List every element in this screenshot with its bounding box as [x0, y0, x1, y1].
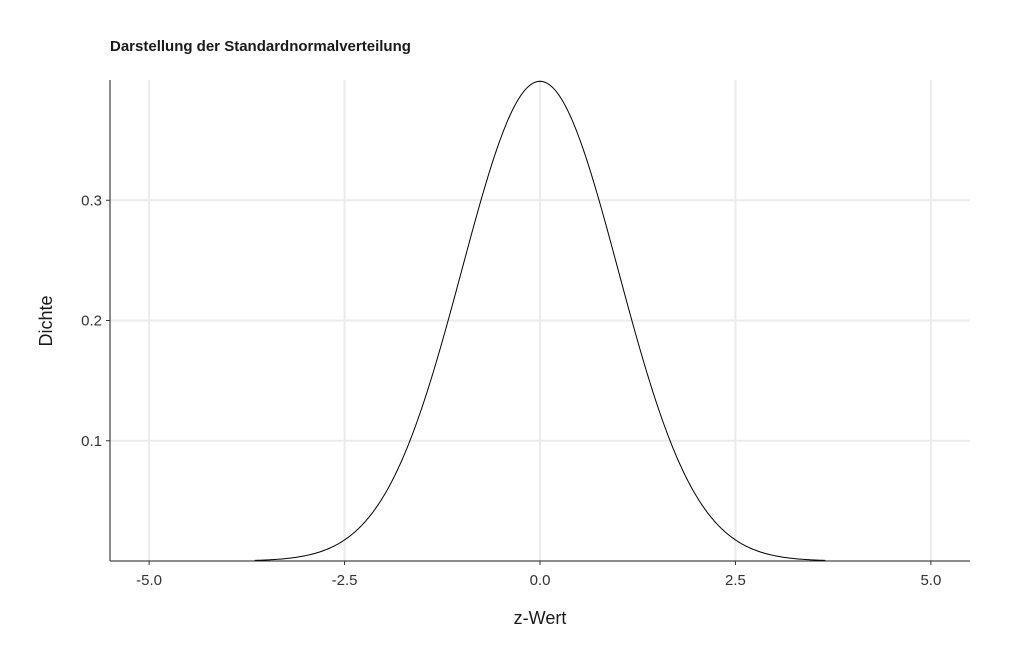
y-tick-label: 0.2: [81, 313, 102, 330]
y-axis-ticks: 0.1 0.2 0.3: [81, 192, 110, 450]
x-tick-label: 0.0: [530, 572, 551, 589]
x-axis-title: z-Wert: [514, 608, 567, 628]
chart-title: Darstellung der Standardnormalverteilung: [110, 38, 411, 55]
y-gridlines: [110, 199, 970, 442]
x-tick-label: 2.5: [725, 572, 746, 589]
x-tick-label: -2.5: [332, 572, 358, 589]
y-axis-title: Dichte: [36, 295, 56, 346]
density-curve: [254, 80, 826, 561]
y-tick-label: 0.1: [81, 433, 102, 450]
x-axis-ticks: -5.0 -2.5 0.0 2.5 5.0: [136, 561, 941, 589]
x-tick-label: 5.0: [920, 572, 941, 589]
y-tick-label: 0.3: [81, 192, 102, 209]
x-tick-label: -5.0: [136, 572, 162, 589]
